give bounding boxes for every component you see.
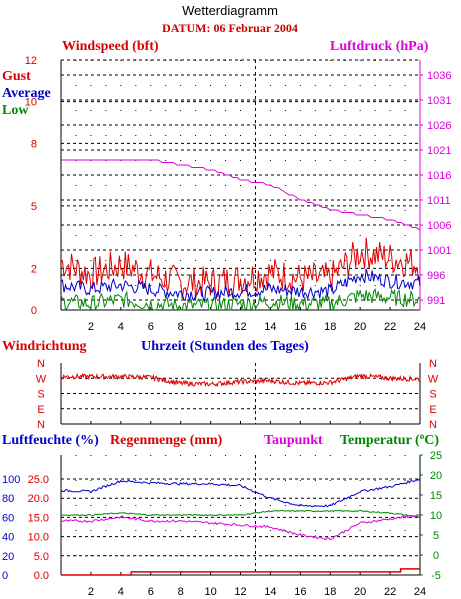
humidity-series-line (60, 478, 421, 508)
pressure-y-tick-label: 1016 (427, 170, 451, 182)
temperature-y-tick-label: 10 (430, 510, 442, 522)
wind-y-tick-label: 8 (31, 138, 37, 150)
direction-left-tick-label: E (37, 404, 44, 416)
pressure-y-tick-label: 1031 (427, 95, 451, 107)
wind-direction-title: Windrichtung (2, 339, 87, 354)
climate-x-tick-label: 12 (234, 586, 246, 598)
temperature-y-tick-label: 25 (430, 450, 442, 462)
climate-x-tick-label: 16 (294, 586, 306, 598)
climate-x-tick-label: 2 (88, 586, 94, 598)
temperature-y-tick-label: 5 (433, 530, 439, 542)
direction-left-tick-label: N (37, 358, 45, 370)
wind-x-tick-label: 4 (118, 321, 124, 333)
direction-right-tick-label: S (429, 389, 436, 401)
direction-right-tick-label: N (429, 358, 437, 370)
wind-x-tick-label: 22 (384, 321, 396, 333)
temperature-axis-title: Temperatur (oC) (340, 431, 439, 448)
wind-y-tick-label: 10 (25, 97, 37, 109)
direction-right-tick-label: W (428, 373, 439, 385)
temperature-y-tick-label: 15 (430, 490, 442, 502)
wind-x-tick-label: 20 (354, 321, 366, 333)
wind-x-tick-label: 8 (178, 321, 184, 333)
climate-x-tick-label: 20 (354, 586, 366, 598)
temperature-y-tick-label: 20 (430, 470, 442, 482)
temperature-y-tick-label: 0 (433, 550, 439, 562)
humidity-axis-title: Luftfeuchte (%) (2, 433, 99, 448)
legend-average: Average (2, 86, 51, 101)
pressure-axis-title: Luftdruck (hPa) (330, 39, 429, 54)
wind-direction-series-line (60, 372, 421, 388)
legend-gust: Gust (2, 69, 31, 84)
climate-x-tick-label: 14 (264, 586, 276, 598)
pressure-y-tick-label: 996 (427, 270, 445, 282)
climate-x-tick-label: 6 (148, 586, 154, 598)
direction-left-tick-label: W (36, 373, 47, 385)
wind-x-tick-label: 18 (324, 321, 336, 333)
pressure-y-tick-label: 1026 (427, 120, 451, 132)
wind-x-tick-label: 24 (414, 321, 426, 333)
climate-x-tick-label: 24 (414, 586, 426, 598)
humidity-y-tick-label: 40 (2, 532, 14, 544)
wind-x-tick-label: 14 (264, 321, 276, 333)
pressure-y-tick-label: 1036 (427, 70, 451, 82)
windspeed-axis-title: Windspeed (bft) (62, 39, 159, 54)
direction-left-tick-label: N (37, 419, 45, 431)
climate-x-tick-label: 10 (204, 586, 216, 598)
rain-y-tick-label: 5.0 (34, 551, 49, 563)
rain-axis-title: Regenmenge (mm) (110, 433, 223, 448)
pressure-series-line (61, 159, 421, 231)
humidity-y-tick-label: 0 (2, 570, 8, 582)
climate-x-tick-label: 4 (118, 586, 124, 598)
wind-x-tick-label: 6 (148, 321, 154, 333)
climate-x-tick-label: 22 (384, 586, 396, 598)
chart-panels: 0258101299199610011006101110161021102610… (2, 55, 451, 598)
rain-y-tick-label: 0.0 (34, 570, 49, 582)
rain-y-tick-label: 25.0 (28, 474, 49, 486)
wind-y-tick-label: 5 (31, 201, 37, 213)
direction-right-tick-label: E (429, 404, 436, 416)
wind-y-tick-label: 12 (25, 55, 37, 67)
wind-x-tick-label: 10 (204, 321, 216, 333)
pressure-y-tick-label: 1006 (427, 220, 451, 232)
diagram-title: Wetterdiagramm (182, 3, 278, 18)
dewpoint-series-line (60, 513, 421, 541)
time-axis-title: Uhrzeit (Stunden des Tages) (141, 339, 309, 354)
rain-y-tick-label: 15.0 (28, 512, 49, 524)
climate-x-tick-label: 18 (324, 586, 336, 598)
wind-y-tick-label: 0 (31, 305, 37, 317)
wind-x-tick-label: 2 (88, 321, 94, 333)
direction-right-tick-label: N (429, 419, 437, 431)
pressure-y-tick-label: 1011 (427, 195, 451, 207)
humidity-y-tick-label: 60 (2, 512, 14, 524)
humidity-y-tick-label: 100 (2, 474, 20, 486)
pressure-y-tick-label: 991 (427, 295, 445, 307)
average-series-line (60, 268, 421, 303)
rain-y-tick-label: 20.0 (28, 493, 49, 505)
humidity-y-tick-label: 20 (2, 551, 14, 563)
wind-x-tick-label: 16 (294, 321, 306, 333)
pressure-y-tick-label: 1021 (427, 145, 451, 157)
pressure-y-tick-label: 1001 (427, 245, 451, 257)
humidity-y-tick-label: 80 (2, 493, 14, 505)
low-series-line (60, 288, 421, 312)
rain-series-line (61, 568, 420, 576)
wind-y-tick-label: 2 (31, 263, 37, 275)
rain-y-tick-label: 10.0 (28, 532, 49, 544)
legend-low: Low (2, 103, 29, 118)
temperature-series-line (60, 509, 421, 518)
dewpoint-title: Taupunkt (264, 433, 323, 448)
direction-left-tick-label: S (37, 389, 44, 401)
climate-x-tick-label: 8 (178, 586, 184, 598)
gust-series-line (60, 237, 421, 300)
wind-x-tick-label: 12 (234, 321, 246, 333)
diagram-date: DATUM: 06 Februar 2004 (162, 21, 298, 35)
temperature-y-tick-label: -5 (431, 570, 441, 582)
